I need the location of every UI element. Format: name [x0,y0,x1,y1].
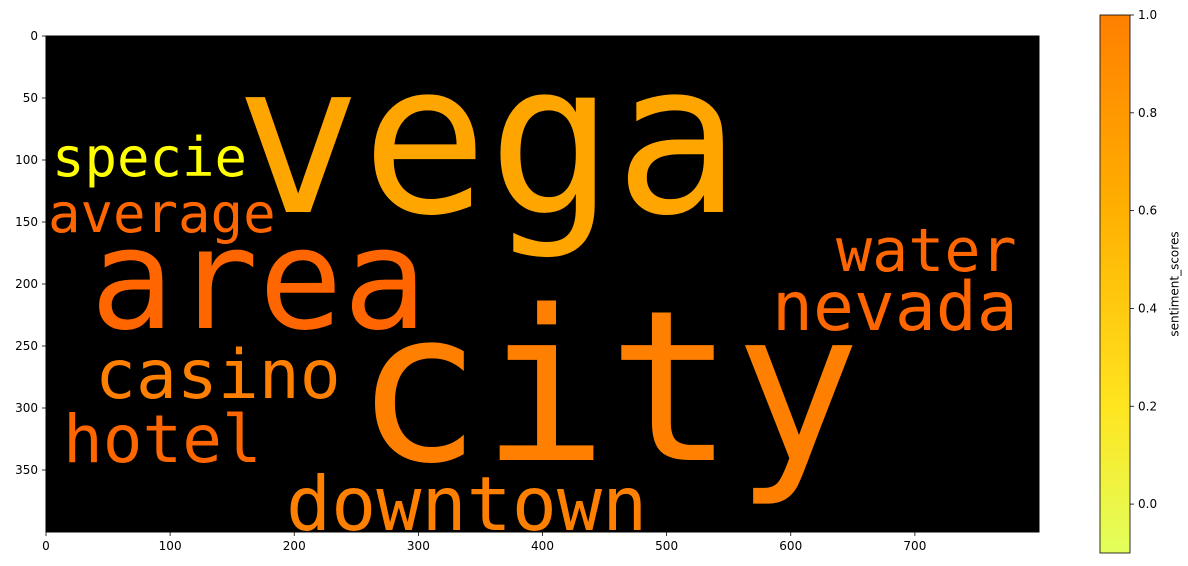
y-tick-label: 0 [30,29,38,43]
word-downtown: downtown [286,460,647,548]
colorbar-label: sentiment_scores [1168,231,1182,336]
word-nevada: nevada [772,268,1018,347]
word-average: average [48,182,276,245]
colorbar-axis: 0.0 0.2 0.4 0.6 0.8 1.0 [1130,8,1157,511]
colorbar-tick-label: 0.2 [1138,399,1157,413]
x-tick-label: 100 [159,539,182,553]
word-vega: vega [235,17,741,262]
y-tick-label: 200 [15,277,38,291]
colorbar-tick-label: 0.8 [1138,106,1157,120]
y-axis: 0 50 100 150 200 250 300 350 [15,29,46,477]
y-tick-label: 350 [15,463,38,477]
x-tick-label: 600 [779,539,802,553]
y-tick-label: 100 [15,153,38,167]
colorbar-tick-label: 1.0 [1138,8,1157,22]
colorbar-tick-label: 0.6 [1138,204,1157,218]
word-city: city [355,265,861,510]
word-area: area [90,199,427,362]
x-tick-label: 500 [655,539,678,553]
word-specie: specie [52,126,247,189]
colorbar [1099,14,1131,554]
y-tick-label: 250 [15,339,38,353]
x-tick-label: 700 [903,539,926,553]
x-tick-label: 300 [407,539,430,553]
plot-background [46,36,1039,532]
y-tick-label: 300 [15,401,38,415]
colorbar-tick-label: 0.0 [1138,497,1157,511]
word-water: water [836,216,1017,286]
y-tick-label: 150 [15,215,38,229]
y-tick-label: 50 [23,91,38,105]
word-casino: casino [95,336,341,415]
x-axis: 0 100 200 300 400 500 600 700 [42,532,926,553]
x-tick-label: 200 [283,539,306,553]
x-tick-label: 400 [531,539,554,553]
word-hotel: hotel [63,401,262,478]
colorbar-tick-label: 0.4 [1138,301,1157,315]
x-tick-label: 0 [42,539,50,553]
